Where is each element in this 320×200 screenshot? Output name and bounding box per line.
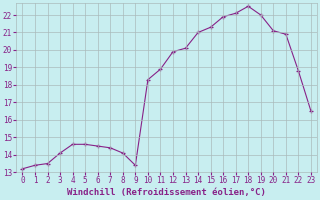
X-axis label: Windchill (Refroidissement éolien,°C): Windchill (Refroidissement éolien,°C) [67, 188, 266, 197]
